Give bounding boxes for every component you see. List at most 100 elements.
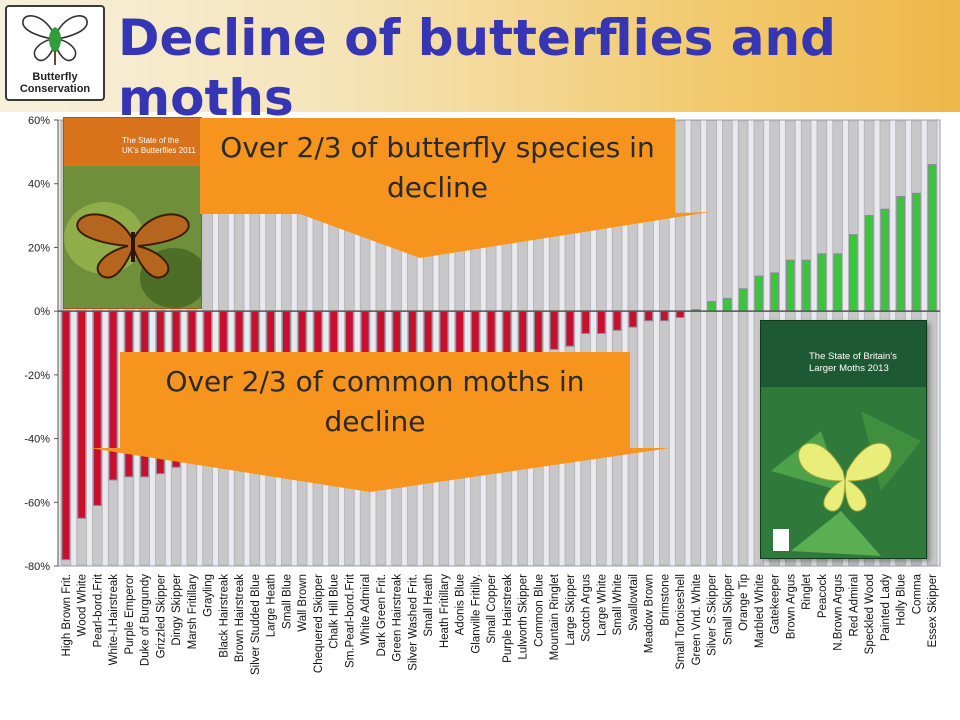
- x-category-label: Gatekeeper: [770, 574, 782, 634]
- y-tick-label: -60%: [24, 497, 50, 509]
- x-category-label: Speckled Wood: [864, 574, 876, 654]
- x-category-label: Small Tortoiseshell: [675, 574, 687, 670]
- logo-text: Butterfly Conservation: [19, 71, 91, 95]
- data-bar: [833, 253, 843, 312]
- data-bar: [880, 208, 890, 312]
- data-bar: [644, 310, 654, 322]
- x-category-label: Grayling: [203, 574, 215, 617]
- y-tick-label: 40%: [28, 179, 50, 191]
- x-category-label: Purple Emperor: [124, 574, 136, 655]
- data-bar: [596, 310, 606, 334]
- y-tick-label: 20%: [28, 242, 50, 254]
- x-category-label: Pearl-bord.Frit: [92, 573, 104, 647]
- moths-report-cover: The State of Britain's Larger Moths 2013: [760, 320, 927, 559]
- x-category-label: Brimstone: [659, 574, 671, 626]
- x-category-label: Silver Studded Blue: [250, 574, 262, 675]
- butterflies-report-cover: The State of the UK's Butterflies 2011: [63, 117, 202, 309]
- x-category-label: Green Hairstreak: [392, 574, 404, 662]
- x-category-label: Wall Brown: [297, 574, 309, 632]
- background-bar: [722, 120, 733, 566]
- background-bar: [674, 120, 686, 566]
- x-category-label: Marsh Fritillary: [187, 574, 199, 650]
- x-category-label: Heath Fritillary: [439, 574, 451, 648]
- data-bar: [92, 310, 102, 506]
- data-bar: [864, 215, 874, 312]
- x-category-label: Swallowtail: [628, 574, 640, 631]
- x-category-label: Orange Tip: [738, 574, 750, 631]
- data-bar: [785, 259, 795, 312]
- data-bar: [675, 310, 685, 319]
- butterfly-conservation-logo: Butterfly Conservation: [5, 5, 105, 101]
- x-category-label: Ringlet: [801, 573, 813, 610]
- butterfly-decline-callout: Over 2/3 of butterfly species in decline: [200, 118, 675, 214]
- background-bar: [926, 120, 938, 566]
- x-category-label: Comma: [911, 573, 923, 614]
- data-bar: [911, 192, 921, 312]
- background-bar: [706, 120, 717, 566]
- title-band: [0, 0, 960, 112]
- butterfly-logo-icon: [22, 15, 88, 65]
- x-category-label: Grizzled Skipper: [155, 574, 167, 659]
- x-category-label: High Brown Frit.: [61, 574, 73, 656]
- page-title: Decline of butterflies and moths: [118, 9, 836, 127]
- y-tick-label: 0%: [34, 306, 50, 318]
- data-bar: [628, 310, 638, 328]
- data-bar: [896, 195, 906, 312]
- x-category-label: Large Heath: [266, 574, 278, 637]
- data-bar: [77, 310, 87, 519]
- moth-photo-icon: [761, 387, 926, 558]
- x-category-label: Small White: [612, 574, 624, 635]
- y-tick-label: 60%: [28, 115, 50, 127]
- x-category-label: Holly Blue: [896, 574, 908, 626]
- x-category-label: Duke of Burgundy: [140, 574, 152, 666]
- x-category-label: Large White: [596, 574, 608, 636]
- data-bar: [565, 310, 575, 347]
- x-category-label: Adonis Blue: [455, 574, 467, 635]
- x-category-label: Red Admiral: [848, 574, 860, 637]
- x-category-label: Chequered Skipper: [313, 574, 325, 673]
- x-category-label: Small Blue: [281, 574, 293, 629]
- x-category-label: Meadow Brown: [644, 574, 656, 653]
- x-category-label: Silver Washed Frit.: [407, 574, 419, 671]
- x-category-label: Common Blue: [533, 574, 545, 647]
- x-category-label: Painted Lady: [880, 574, 892, 641]
- moths-cover-title: The State of Britain's Larger Moths 2013: [809, 351, 897, 374]
- x-category-label: Small Copper: [486, 574, 498, 644]
- x-category-label: Wood White: [77, 574, 89, 636]
- data-bar: [612, 310, 622, 331]
- x-category-label: Dingy Skipper: [171, 574, 183, 646]
- data-bar: [722, 297, 732, 312]
- x-category-label: Dark Green Frit.: [376, 574, 388, 656]
- butterfly-callout-pointer: [300, 212, 710, 258]
- x-category-label: Glanville Fritilly.: [470, 574, 482, 654]
- data-bar: [801, 259, 811, 312]
- x-category-label: Chalk Hill Blue: [329, 574, 341, 649]
- background-bar: [690, 120, 702, 566]
- x-category-label: Mountain Ringlet: [549, 573, 561, 660]
- y-tick-label: -20%: [24, 370, 50, 382]
- data-bar: [754, 275, 764, 312]
- data-bar: [770, 272, 780, 312]
- x-category-label: White Admiral: [360, 574, 372, 645]
- data-bar: [659, 310, 669, 322]
- data-bar: [707, 301, 717, 312]
- moth-callout-pointer: [90, 448, 670, 492]
- x-category-label: Lulworth Skipper: [518, 574, 530, 660]
- x-category-label: Peacock: [817, 574, 829, 618]
- y-tick-label: -40%: [24, 434, 50, 446]
- moth-decline-callout: Over 2/3 of common moths in decline: [120, 352, 630, 448]
- x-category-label: Scotch Argus: [581, 574, 593, 642]
- x-category-label: Brown Hairstreak: [234, 574, 246, 662]
- y-tick-label: -80%: [24, 561, 50, 573]
- x-category-label: Sm.Pearl-bord.Frit: [344, 573, 356, 668]
- butterflies-cover-title: The State of the UK's Butterflies 2011: [122, 136, 196, 155]
- x-category-label: White-l.Hairstreak: [108, 574, 120, 666]
- x-category-label: N.Brown Argus: [833, 574, 845, 651]
- x-category-label: Brown Argus: [785, 574, 797, 639]
- x-category-label: Green Vnd. White: [691, 574, 703, 665]
- butterfly-photo-icon: [64, 166, 201, 308]
- data-bar: [817, 253, 827, 312]
- data-bar: [581, 310, 591, 334]
- data-bar: [549, 310, 559, 350]
- x-category-label: Black Hairstreak: [218, 574, 230, 658]
